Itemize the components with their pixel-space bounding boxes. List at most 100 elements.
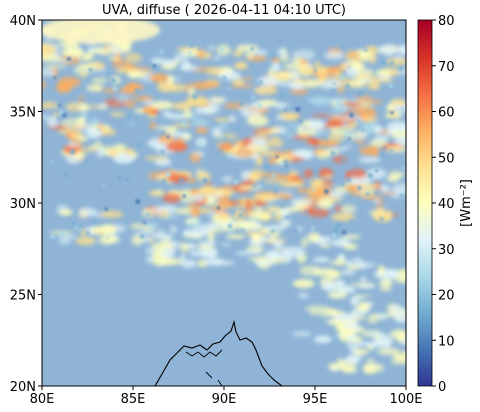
cloud-speckle-dot bbox=[270, 53, 275, 57]
cloud-speckle-dot bbox=[340, 183, 344, 187]
lon-tick-label: 85E bbox=[121, 392, 146, 407]
cloud-blob bbox=[390, 98, 406, 107]
cloud-speckle-dot bbox=[198, 47, 201, 51]
cloud-blob bbox=[343, 129, 356, 138]
cloud-blob bbox=[168, 83, 187, 93]
cloud-blob bbox=[397, 68, 406, 76]
colorbar-tick-label: 70 bbox=[438, 60, 455, 75]
cloud-field bbox=[42, 20, 406, 375]
cloud-blob bbox=[346, 342, 359, 350]
cloud-speckle-dot bbox=[197, 140, 203, 146]
cloud-speckle-dot bbox=[161, 131, 165, 135]
cloud-blob bbox=[357, 302, 370, 309]
cloud-blob bbox=[373, 135, 391, 142]
cloud-blob bbox=[91, 77, 108, 84]
cloud-speckle-dot bbox=[187, 50, 192, 55]
cloud-speckle-dot bbox=[165, 171, 171, 178]
cloud-blob bbox=[317, 198, 334, 209]
cloud-blob bbox=[341, 327, 356, 336]
cloud-speckle-dot bbox=[219, 47, 225, 52]
cloud-speckle-dot bbox=[399, 193, 404, 198]
cloud-blob bbox=[61, 48, 85, 57]
cloud-blob bbox=[149, 121, 157, 130]
cloud-blob bbox=[236, 44, 259, 52]
cloud-speckle-dot bbox=[383, 145, 387, 149]
cloud-speckle-dot bbox=[357, 90, 364, 97]
cloud-speckle-dot bbox=[345, 83, 350, 89]
cloud-blob bbox=[212, 117, 233, 122]
cloud-blob bbox=[196, 171, 211, 182]
cloud-speckle-dot bbox=[69, 149, 76, 155]
cloud-blob bbox=[385, 269, 400, 276]
cloud-blob bbox=[245, 198, 253, 210]
cloud-speckle-dot bbox=[348, 66, 351, 69]
cloud-blob bbox=[290, 87, 309, 95]
cloud-blob bbox=[169, 102, 193, 109]
cloud-speckle-dot bbox=[374, 168, 379, 173]
cloud-speckle-dot bbox=[159, 49, 164, 54]
cloud-blob bbox=[252, 193, 276, 201]
colorbar-tick-label: 30 bbox=[438, 243, 455, 258]
cloud-blob bbox=[356, 105, 376, 113]
cloud-speckle-dot bbox=[166, 135, 170, 139]
cloud-blob bbox=[279, 218, 292, 227]
cloud-blob bbox=[80, 228, 88, 237]
cloud-blob bbox=[208, 127, 218, 131]
cloud-speckle-dot bbox=[239, 101, 244, 106]
cloud-blob bbox=[400, 350, 406, 358]
coastline bbox=[154, 319, 283, 386]
cloud-speckle-dot bbox=[284, 109, 287, 112]
cloud-speckle-dot bbox=[152, 64, 157, 68]
cloud-speckle-dot bbox=[294, 229, 297, 232]
cloud-blob bbox=[345, 171, 353, 176]
cloud-blob bbox=[377, 44, 400, 55]
cloud-blob bbox=[371, 145, 379, 157]
cloud-blob bbox=[207, 46, 216, 50]
cloud-blob bbox=[346, 354, 362, 363]
cloud-blob bbox=[162, 192, 181, 204]
cloud-blob bbox=[42, 101, 58, 105]
cloud-blob bbox=[42, 44, 56, 55]
cloud-speckle-dot bbox=[344, 121, 347, 124]
cloud-speckle-dot bbox=[177, 66, 181, 69]
cloud-blob bbox=[386, 145, 406, 153]
cloud-blob bbox=[259, 150, 275, 157]
cloud-blob bbox=[131, 235, 144, 246]
cloud-blob bbox=[124, 53, 142, 63]
cloud-blob bbox=[280, 208, 290, 217]
cloud-blob bbox=[57, 42, 71, 47]
cloud-speckle-dot bbox=[390, 110, 394, 115]
cloud-speckle-dot bbox=[84, 159, 89, 163]
cloud-speckle-dot bbox=[97, 128, 101, 132]
cloud-blob bbox=[127, 122, 136, 126]
cloud-blob bbox=[321, 282, 337, 291]
cloud-blob bbox=[159, 258, 184, 263]
cloud-blob bbox=[289, 169, 298, 177]
cloud-blob bbox=[330, 125, 343, 136]
cloud-speckle-dot bbox=[80, 97, 85, 101]
cloud-blob bbox=[295, 227, 305, 231]
cloud-blob bbox=[386, 121, 406, 132]
cloud-blob bbox=[191, 118, 209, 127]
cloud-speckle-dot bbox=[236, 127, 240, 131]
cloud-blob bbox=[190, 207, 200, 218]
cloud-blob bbox=[313, 335, 332, 344]
cloud-speckle-dot bbox=[110, 78, 117, 84]
cloud-blob bbox=[170, 131, 190, 138]
cloud-blob bbox=[394, 55, 404, 59]
cloud-speckle-dot bbox=[189, 44, 194, 48]
cloud-blob bbox=[268, 68, 275, 78]
cloud-blob bbox=[265, 249, 280, 261]
cloud-blob bbox=[278, 112, 299, 118]
cloud-blob bbox=[158, 134, 175, 145]
cloud-blob bbox=[307, 121, 327, 125]
cloud-speckle-dot bbox=[339, 74, 345, 80]
cloud-blob bbox=[346, 51, 361, 59]
cloud-speckle-dot bbox=[367, 172, 374, 179]
colorbar-tick-label: 80 bbox=[438, 14, 455, 29]
cloud-blob bbox=[335, 279, 345, 287]
cloud-blob bbox=[316, 150, 331, 160]
cloud-speckle-dot bbox=[357, 185, 362, 191]
cloud-speckle-dot bbox=[117, 175, 123, 180]
